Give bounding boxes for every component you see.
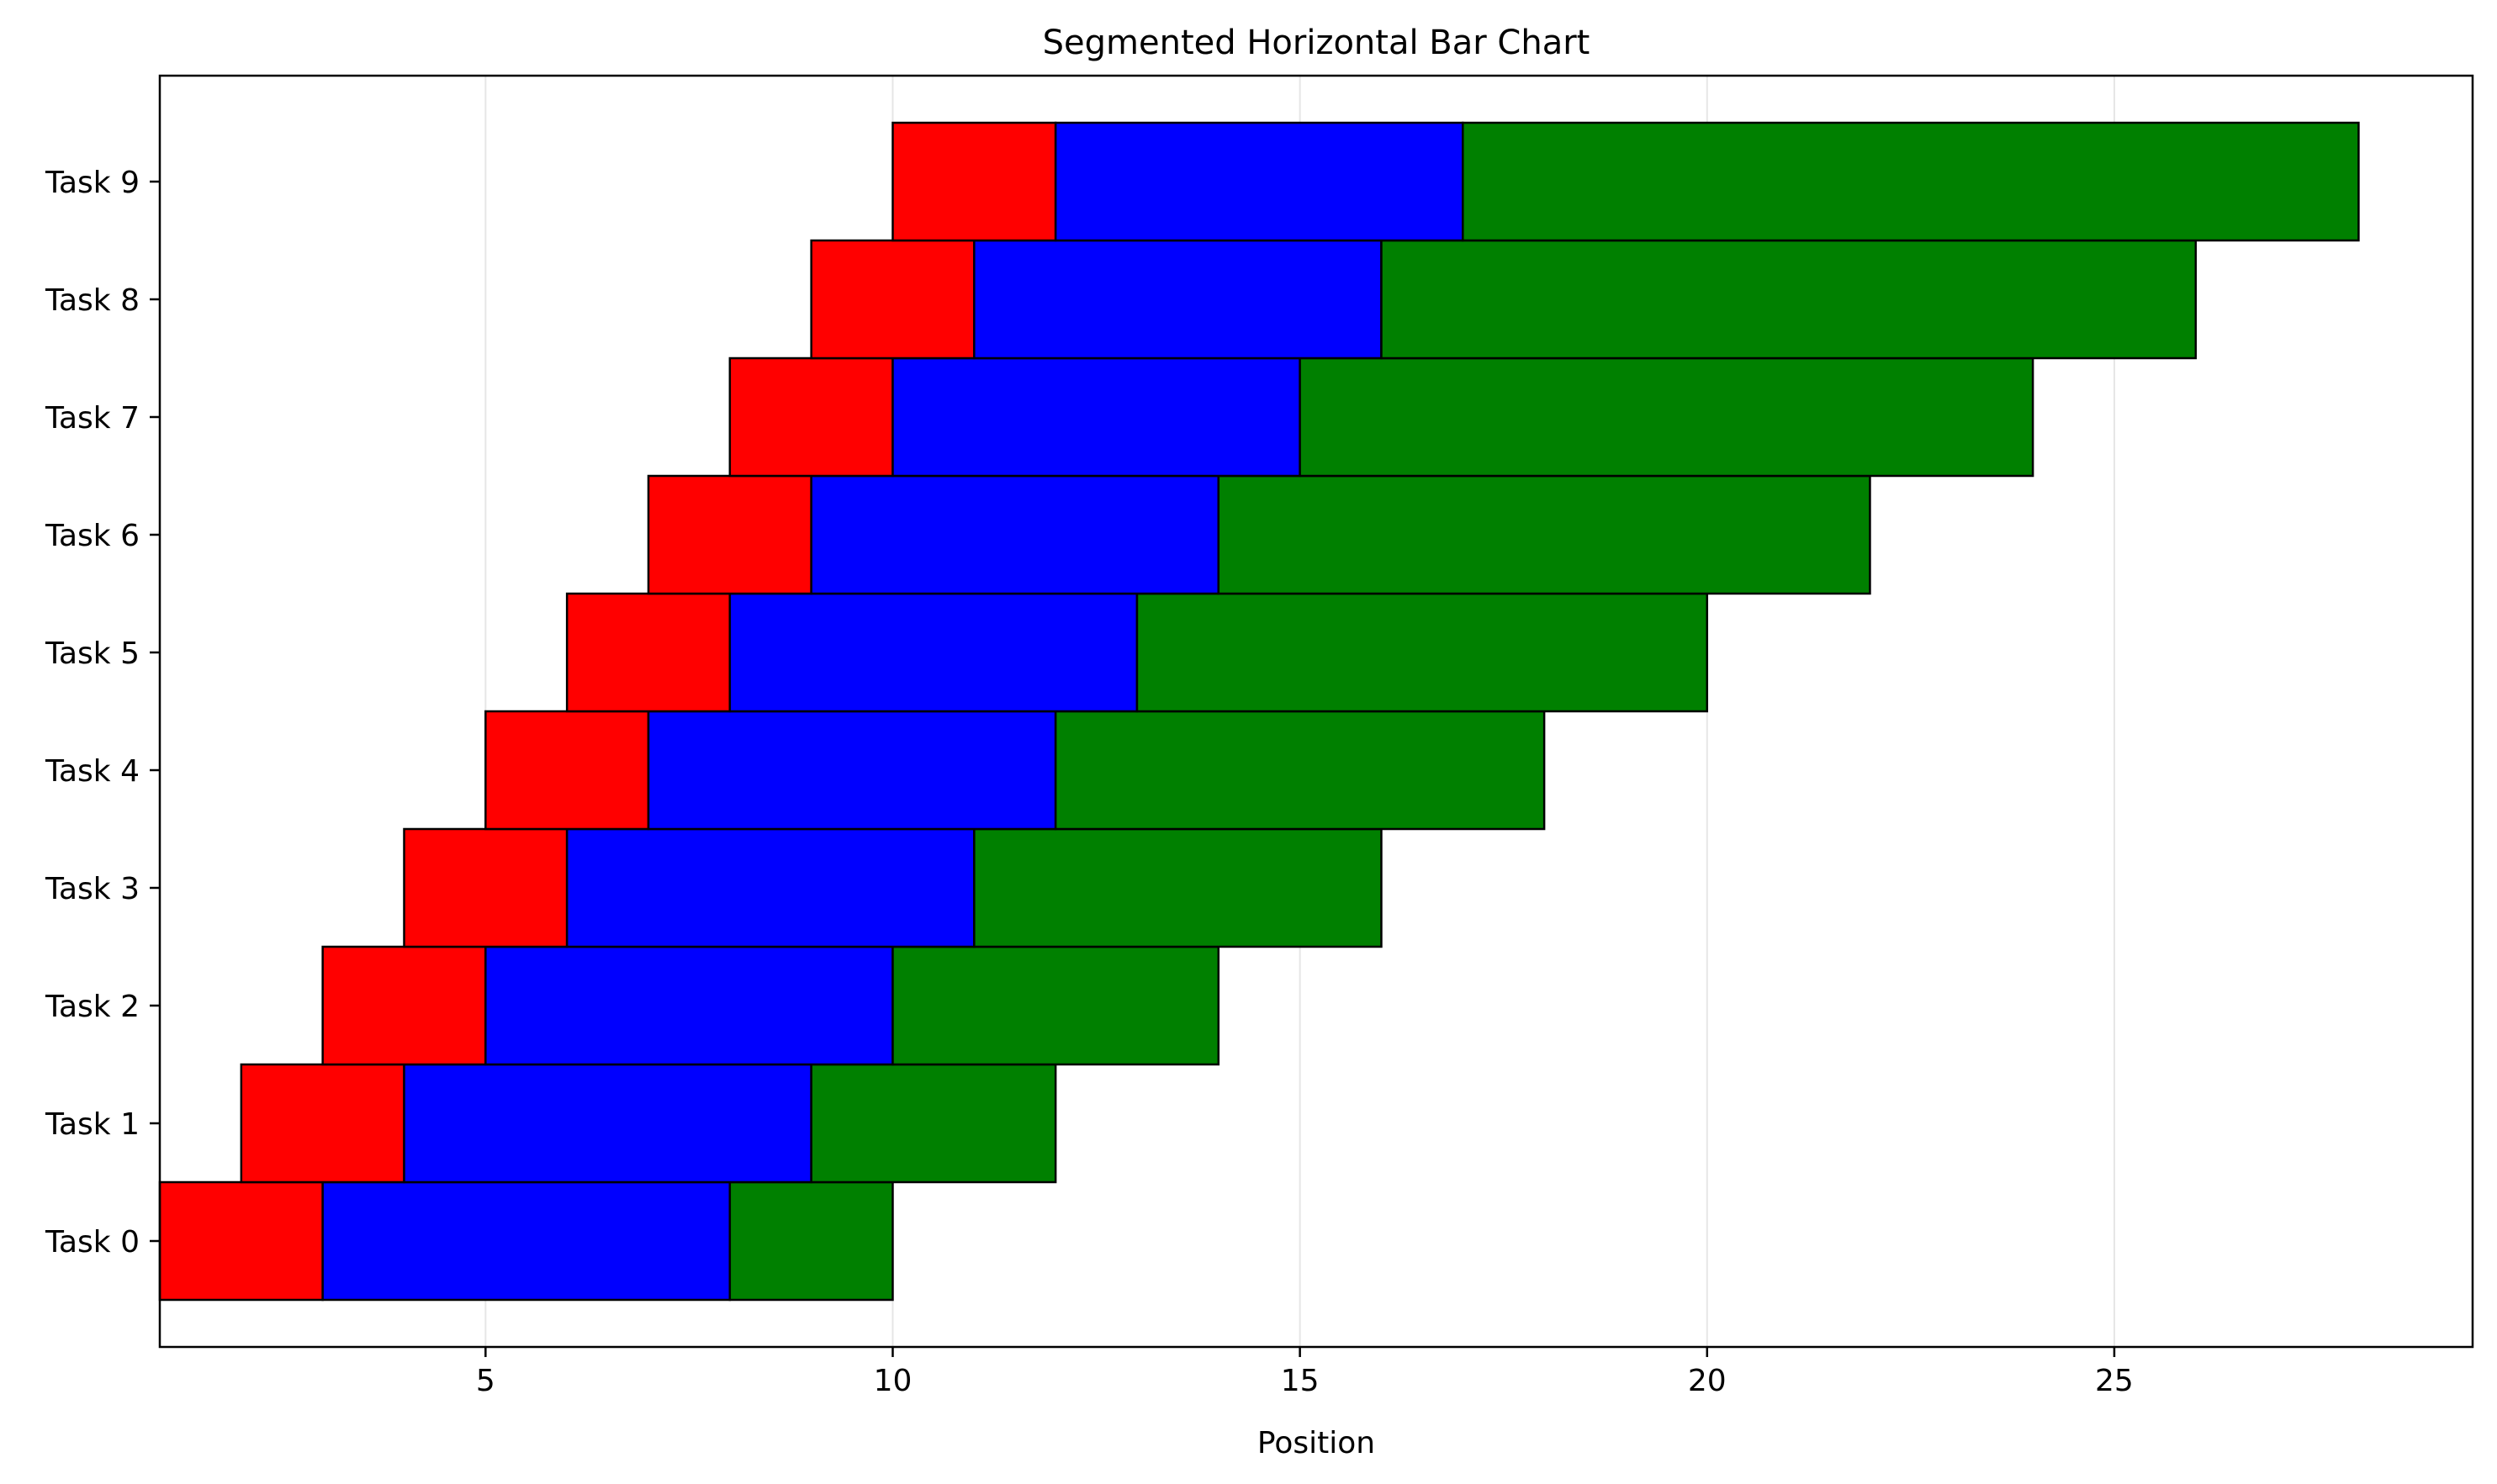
bar-segment-1-2 xyxy=(810,1063,1057,1184)
bar-task-6 xyxy=(647,474,1871,595)
bar-segment-1-1 xyxy=(403,1063,812,1184)
bar-segment-7-0 xyxy=(728,356,894,478)
bar-segment-3-2 xyxy=(973,827,1383,948)
bar-segment-1-0 xyxy=(240,1063,405,1184)
y-tick-label-3: Task 3 xyxy=(45,872,140,906)
x-tick-label-20: 20 xyxy=(1688,1364,1727,1398)
bar-segment-7-1 xyxy=(891,356,1301,478)
bar-segment-0-1 xyxy=(321,1180,732,1302)
bar-task-8 xyxy=(810,239,2198,360)
x-tick-label-10: 10 xyxy=(874,1364,913,1398)
bar-segment-6-0 xyxy=(647,474,812,595)
y-tick-label-2: Task 2 xyxy=(45,990,140,1024)
bar-segment-8-0 xyxy=(810,239,976,360)
bar-segment-0-2 xyxy=(728,1180,894,1302)
bar-segment-3-1 xyxy=(565,827,976,948)
bar-segment-9-0 xyxy=(891,121,1057,242)
y-tick-label-1: Task 1 xyxy=(45,1107,140,1142)
bar-segment-0-0 xyxy=(158,1180,324,1302)
y-tick-label-0: Task 0 xyxy=(45,1225,140,1260)
y-tick-label-8: Task 8 xyxy=(45,283,140,318)
y-tick-label-4: Task 4 xyxy=(45,754,140,789)
bar-segment-8-1 xyxy=(973,239,1383,360)
bar-task-0 xyxy=(158,1180,894,1302)
y-tick-label-6: Task 6 xyxy=(45,519,140,553)
y-tick-label-7: Task 7 xyxy=(45,401,140,436)
bar-segment-2-0 xyxy=(321,945,487,1066)
bar-segment-2-1 xyxy=(484,945,894,1066)
bar-segment-9-2 xyxy=(1462,121,2360,242)
bar-segment-2-2 xyxy=(891,945,1220,1066)
bar-task-9 xyxy=(891,121,2360,242)
x-tick-label-25: 25 xyxy=(2095,1364,2134,1398)
bar-segment-4-2 xyxy=(1054,710,1546,831)
bar-task-7 xyxy=(728,356,2034,478)
plot-frame xyxy=(158,74,2474,1349)
bar-task-5 xyxy=(565,592,1709,713)
bar-segment-3-0 xyxy=(403,827,569,948)
chart-title: Segmented Horizontal Bar Chart xyxy=(1043,24,1590,62)
bar-segment-5-0 xyxy=(565,592,732,713)
bar-task-3 xyxy=(403,827,1383,948)
x-tick-label-15: 15 xyxy=(1281,1364,1320,1398)
x-axis-title: Position xyxy=(1257,1426,1375,1460)
y-axis-ticks: Task 0 Task 1 Task 2 Task 3 Task 4 Task 5 Task… xyxy=(45,166,160,1260)
bar-segment-5-1 xyxy=(728,592,1139,713)
bar-task-1 xyxy=(240,1063,1057,1184)
bar-segment-4-0 xyxy=(484,710,650,831)
bar-segment-5-2 xyxy=(1135,592,1709,713)
y-tick-label-5: Task 5 xyxy=(45,636,140,671)
x-axis-ticks: 5 10 15 20 25 xyxy=(476,1347,2134,1398)
bar-segment-8-2 xyxy=(1380,239,2198,360)
bar-task-2 xyxy=(321,945,1220,1066)
y-tick-label-9: Task 9 xyxy=(45,166,140,200)
bar-segment-7-2 xyxy=(1299,356,2034,478)
bar-segment-4-1 xyxy=(647,710,1057,831)
bar-segment-6-1 xyxy=(810,474,1220,595)
bar-segment-6-2 xyxy=(1217,474,1871,595)
bar-segment-9-1 xyxy=(1054,121,1464,242)
bar-task-4 xyxy=(484,710,1546,831)
bars xyxy=(158,121,2360,1302)
x-tick-label-5: 5 xyxy=(476,1364,495,1398)
